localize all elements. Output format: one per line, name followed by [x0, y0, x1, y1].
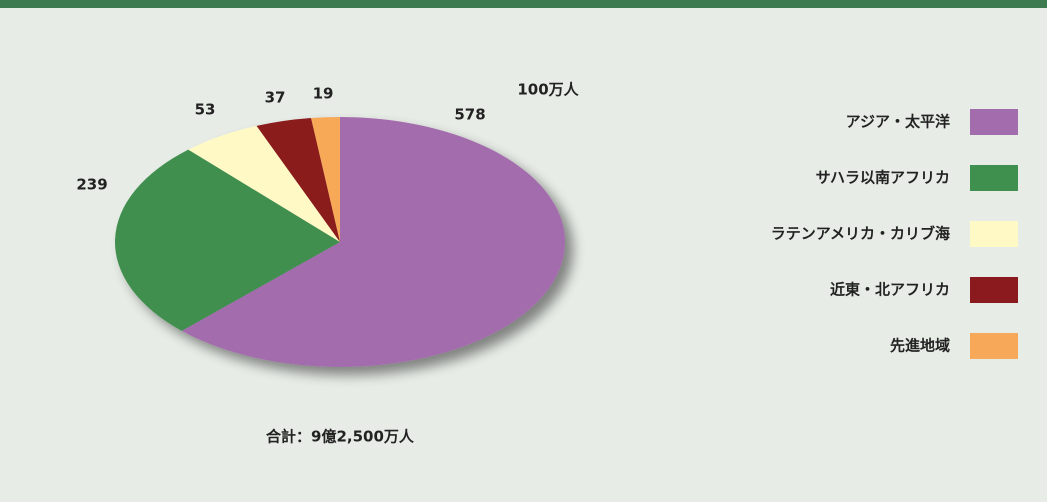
legend-swatch [970, 165, 1018, 191]
unit-label: 100万人 [517, 81, 579, 99]
legend-swatch [970, 277, 1018, 303]
header-bar [0, 0, 1047, 8]
pie-slice [188, 125, 340, 242]
total-label: 合計：9億2,500万人 [265, 428, 415, 446]
legend-label: ラテンアメリカ・カリブ海 [771, 225, 950, 243]
pie-slice [114, 149, 341, 331]
legend-label: 先進地域 [890, 337, 950, 355]
pie [114, 117, 565, 368]
legend-label: サハラ以南アフリカ [816, 169, 950, 187]
legend-swatch [970, 109, 1018, 135]
legend-swatch [970, 221, 1018, 247]
pie-slice [311, 117, 340, 242]
data-label: 37 [265, 89, 286, 107]
legend-label: 近東・北アフリカ [830, 281, 950, 299]
legend-swatch [970, 333, 1018, 359]
legend-label: アジア・太平洋 [846, 113, 950, 131]
pie-slice [181, 117, 565, 368]
pie-slice [256, 118, 340, 242]
data-label: 239 [76, 176, 107, 194]
data-label: 578 [454, 106, 485, 124]
data-label: 53 [195, 101, 216, 119]
data-label: 19 [313, 85, 334, 103]
